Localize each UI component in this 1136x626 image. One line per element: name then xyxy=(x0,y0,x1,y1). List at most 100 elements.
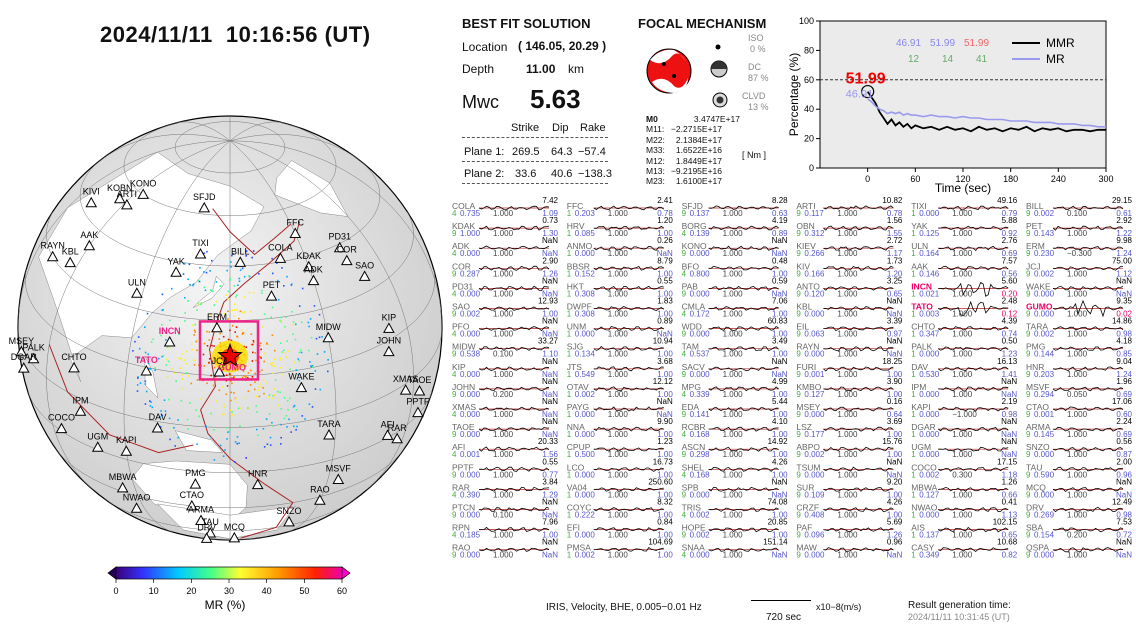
mr-grid-dot xyxy=(279,359,281,361)
waveform-ratio: 1.24 xyxy=(1116,370,1132,379)
mr-grid-dot xyxy=(206,330,208,333)
mr-grid-dot xyxy=(271,306,274,309)
mr-grid-dot xyxy=(279,366,282,369)
waveform-weight: 1.000 xyxy=(952,289,973,298)
mr-grid-dot xyxy=(214,380,216,383)
waveform-ratio: 0.12 xyxy=(1002,310,1018,319)
observed-trace xyxy=(708,547,779,552)
waveform-vr: 0.002 xyxy=(690,531,711,540)
mr-grid-dot xyxy=(148,367,150,370)
mr-grid-dot xyxy=(165,364,168,366)
mr-grid-dot xyxy=(248,407,250,409)
mr-grid-dot xyxy=(252,292,255,294)
waveform-station: ASCN xyxy=(682,442,706,452)
station-label: ARTI xyxy=(117,189,137,199)
waveform-weight: 1.000 xyxy=(952,249,973,258)
moment-value: 1.8449E+17 xyxy=(675,155,722,166)
mr-grid-dot xyxy=(250,310,252,313)
mr-grid-dot xyxy=(292,405,295,408)
waveform-ratio: 1.00 xyxy=(772,511,788,520)
mr-grid-dot xyxy=(195,340,197,343)
waveform-component: 9 xyxy=(682,289,687,298)
mr-grid-dot xyxy=(208,339,211,341)
waveform-weight: 1.000 xyxy=(723,350,744,359)
waveform-weight: 1.000 xyxy=(952,229,973,238)
waveform-vr: 0.000 xyxy=(690,249,711,258)
waveform-vr: 0.021 xyxy=(919,289,940,298)
mr-grid-dot xyxy=(273,358,276,361)
dc-label: DC xyxy=(748,62,761,72)
waveform-ratio: 0.79 xyxy=(1002,209,1018,218)
mr-grid-dot xyxy=(309,318,312,320)
waveform-component: 1 xyxy=(567,531,572,540)
mr-grid-dot xyxy=(252,250,255,252)
station-triangle-icon xyxy=(46,250,59,262)
mr-grid-dot xyxy=(277,404,280,407)
station-triangle-icon xyxy=(163,335,176,347)
observed-trace xyxy=(593,225,665,231)
station-label: AAK xyxy=(80,230,98,240)
waveform-vr: 0.137 xyxy=(919,531,940,540)
mr-grid-dot xyxy=(145,390,148,393)
mr-grid-dot xyxy=(209,351,211,353)
depth-label: Depth xyxy=(462,62,495,76)
waveform-weight: 1.000 xyxy=(608,551,629,560)
station-triangle-icon xyxy=(194,248,207,259)
mr-grid-dot xyxy=(261,289,263,292)
mr-grid-dot xyxy=(308,349,310,352)
event-datetime: 2024/11/11 10:16:56 (UT) xyxy=(100,22,371,47)
station-label: KIP xyxy=(382,312,397,322)
mr-grid-dot xyxy=(196,379,199,381)
waveform-component: 1 xyxy=(911,470,916,479)
waveform-ratio: NaN xyxy=(542,511,558,520)
waveform-station: SACV xyxy=(682,362,705,372)
waveform-station: PALK xyxy=(911,342,932,352)
waveform-weight: 1.000 xyxy=(493,450,514,459)
waveform-vr: 0.000 xyxy=(919,430,940,439)
waveform-station: DRV xyxy=(1026,503,1044,513)
waveform-vr: 0.000 xyxy=(804,410,825,419)
waveform-station: KBL xyxy=(796,302,812,312)
mr-grid-dot xyxy=(277,298,280,301)
mr-grid-dot xyxy=(248,275,250,277)
mr-grid-dot xyxy=(225,294,227,296)
mr-grid-dot xyxy=(227,338,230,341)
waveform-weight: 1.000 xyxy=(952,430,973,439)
waveform-component: 4 xyxy=(682,390,687,399)
parallel-line xyxy=(123,120,337,216)
waveform-weight: 1.000 xyxy=(952,390,973,399)
station-triangle-icon xyxy=(307,274,320,286)
mr-grid-dot xyxy=(235,296,237,298)
mr-grid-dot xyxy=(228,279,231,282)
mr-grid-dot xyxy=(266,317,269,320)
station-triangle-icon xyxy=(55,422,68,434)
waveform-vr: 0.538 xyxy=(460,350,481,359)
waveform-weight: 1.000 xyxy=(493,310,514,319)
waveform-station: PFO xyxy=(452,322,470,332)
waveform-station: XMAS xyxy=(452,402,476,412)
waveform-ratio: 1.00 xyxy=(657,450,673,459)
amplitude-units: x10−8(m/s) xyxy=(816,602,862,612)
waveform-weight: 1.000 xyxy=(723,450,744,459)
waveform-amplitude: 7.42 xyxy=(542,196,558,205)
mr-grid-dot xyxy=(272,395,275,397)
waveform-weight: 1.000 xyxy=(837,350,858,359)
mr-grid-dot xyxy=(269,436,272,439)
waveform-vr: 0.000 xyxy=(804,310,825,319)
mr-grid-dot xyxy=(161,324,163,326)
mr-grid-dot xyxy=(144,326,146,328)
observed-trace xyxy=(708,225,779,231)
observed-trace xyxy=(593,345,664,351)
waveform-amplitude: 1.83 xyxy=(657,297,673,306)
waveform-weight: 1.000 xyxy=(1067,370,1088,379)
waveform-amplitude: 16.13 xyxy=(997,357,1018,366)
waveform-amplitude: 0.96 xyxy=(887,538,903,547)
